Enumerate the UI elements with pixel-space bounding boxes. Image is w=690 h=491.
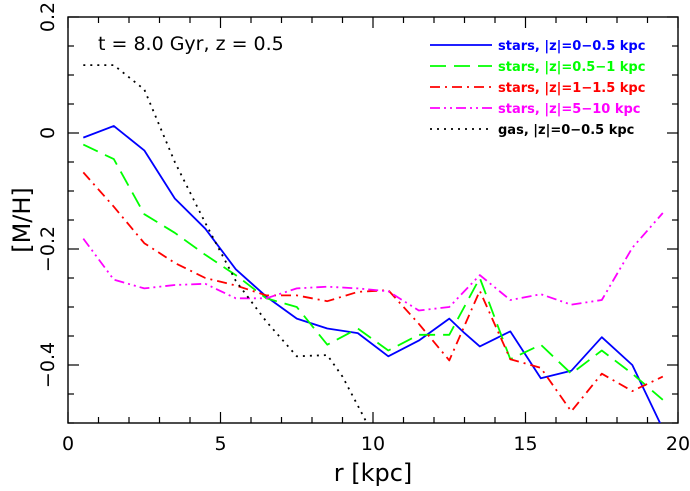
series-line-1 [82,125,662,423]
x-tick-label: 15 [513,433,537,455]
legend-label-3: stars, |z|=1−1.5 kpc [498,81,645,96]
y-tick-label: −0.4 [37,342,59,388]
y-tick-label: 0.2 [37,2,59,32]
legend-label-5: gas, |z|=0−0.5 kpc [498,123,634,138]
y-tick-label: −0.2 [37,226,59,272]
legend-label-4: stars, |z|=5−10 kpc [498,102,641,117]
legend-label-1: stars, |z|=0−0.5 kpc [498,39,645,54]
y-tick-label: 0 [37,127,59,139]
series-line-4 [82,212,664,312]
legend-label-2: stars, |z|=0.5−1 kpc [498,60,645,75]
axis-tick-labels: 0 5 10 15 20 0.2 0 −0.2 −0.4 [37,2,690,455]
series-line-5 [83,64,368,423]
x-axis-label: r [kpc] [334,459,413,487]
x-tick-label: 0 [62,433,74,455]
chart-annotation: t = 8.0 Gyr, z = 0.5 [98,33,284,55]
x-tick-label: 20 [666,433,690,455]
series-line-3 [82,171,664,413]
legend: stars, |z|=0−0.5 kpc stars, |z|=0.5−1 kpc… [430,39,645,138]
y-axis-label: [M/H] [8,187,36,253]
series-line-2 [82,143,664,401]
x-tick-label: 10 [361,433,385,455]
x-tick-label: 5 [214,433,226,455]
series-lines [82,64,664,423]
axis-ticks [67,16,679,424]
